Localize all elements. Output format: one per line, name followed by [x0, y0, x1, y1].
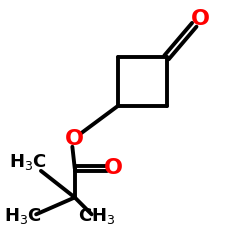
Text: O: O: [191, 9, 210, 29]
Text: H$_3$C: H$_3$C: [4, 206, 42, 226]
Text: CH$_3$: CH$_3$: [78, 206, 115, 226]
Text: O: O: [65, 130, 84, 150]
Text: H$_3$C: H$_3$C: [9, 152, 46, 172]
Text: O: O: [104, 158, 123, 178]
